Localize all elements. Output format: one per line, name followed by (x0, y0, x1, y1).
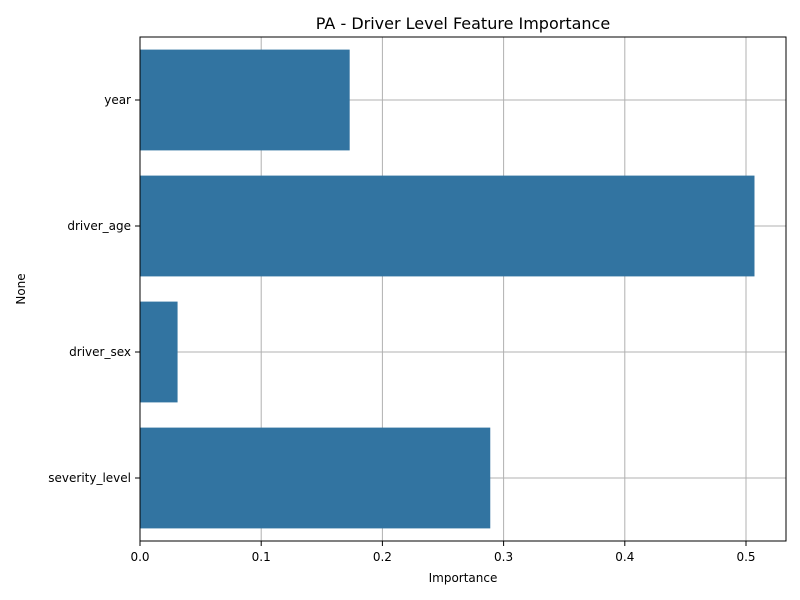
x-tick-label: 0.4 (615, 550, 634, 564)
x-tick-label: 0.2 (373, 550, 392, 564)
y-axis-label: None (14, 273, 28, 304)
y-tick-label: driver_sex (69, 345, 131, 359)
chart-title: PA - Driver Level Feature Importance (316, 14, 610, 33)
x-tick-label: 0.5 (736, 550, 755, 564)
y-tick-label: driver_age (67, 219, 131, 233)
x-tick-label: 0.0 (130, 550, 149, 564)
bar-severity_level (140, 427, 491, 529)
tick-layer: 0.0 0.1 0.2 0.3 0.4 0.5 year driver_age driver_s… (48, 93, 755, 564)
x-tick-label: 0.3 (494, 550, 513, 564)
y-tick-label: year (104, 93, 131, 107)
plot-frame (139, 36, 787, 542)
x-tick-label: 0.1 (252, 550, 271, 564)
bar-year (140, 49, 350, 151)
y-tick-label: severity_level (48, 471, 131, 485)
bar-driver_age (140, 175, 755, 277)
bar-driver_sex (140, 301, 178, 403)
bar-layer (140, 49, 755, 529)
x-axis-label: Importance (429, 571, 498, 585)
